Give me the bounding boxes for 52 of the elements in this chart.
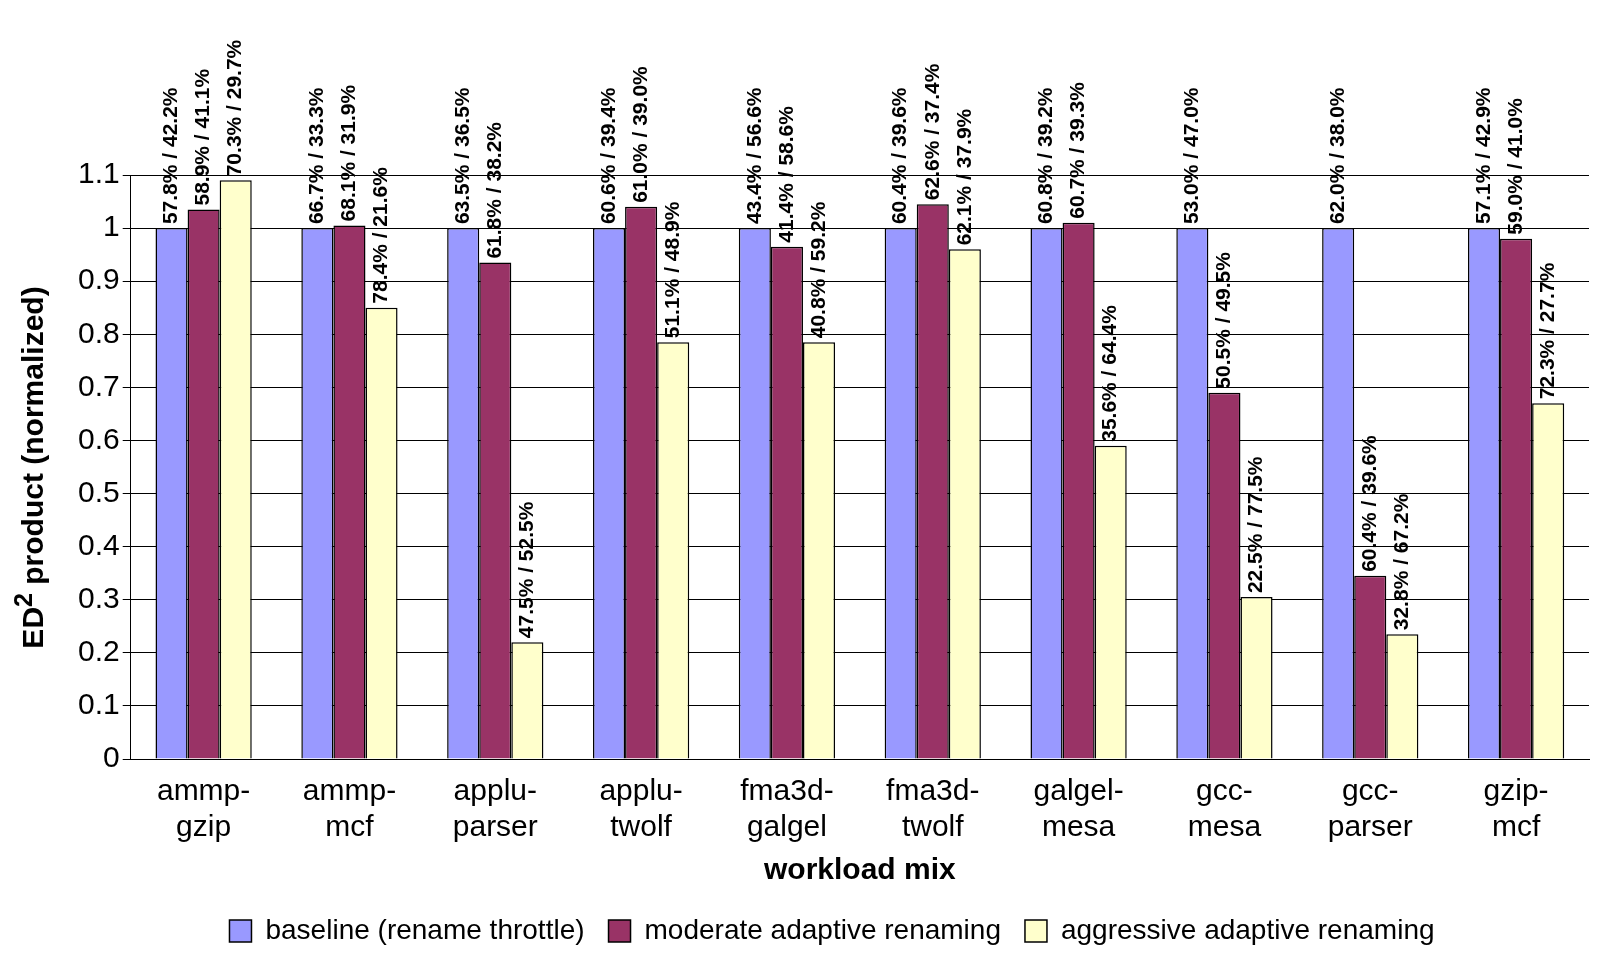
annotation: 53.0% / 47.0% [1179, 87, 1203, 225]
annotation: 78.4% / 21.6% [368, 166, 392, 304]
annotation: 59.0% / 41.0% [1502, 97, 1526, 235]
y-tick-label: 0.6 [77, 421, 120, 455]
x-tick-label: ammp-mcf [302, 773, 397, 843]
x-tick-label: fma3d-twolf [886, 773, 980, 843]
legend-label: baseline (rename throttle) [265, 913, 585, 945]
annotation: 50.5% / 49.5% [1211, 251, 1235, 389]
x-tick-label: gcc-mesa [1187, 773, 1262, 843]
annotation: 60.7% / 39.3% [1065, 81, 1089, 219]
y-tick-label: 1 [103, 209, 120, 243]
annotation: 61.8% / 38.2% [482, 121, 506, 259]
annotation: 40.8% / 59.2% [805, 201, 829, 339]
x-tick-label: ammp-gzip [156, 773, 251, 843]
annotation: 58.9% / 41.1% [190, 68, 214, 206]
y-tick-label: 0.2 [77, 634, 120, 668]
annotation: 72.3% / 27.7% [1534, 262, 1558, 400]
annotation: 60.6% / 39.4% [595, 87, 619, 225]
legend-label: aggressive adaptive renaming [1060, 913, 1435, 945]
annotation: 61.0% / 39.0% [627, 65, 651, 203]
annotation: 22.5% / 77.5% [1243, 456, 1267, 594]
annotation: 66.7% / 33.3% [304, 87, 328, 225]
annotation: 68.1% / 31.9% [336, 84, 360, 222]
x-tick-label: applu-parser [452, 773, 538, 843]
annotation: 47.5% / 52.5% [514, 501, 538, 639]
y-tick-label: 0.5 [77, 474, 120, 508]
y-tick-label: 0.3 [77, 580, 120, 614]
x-axis-title: workload mix [762, 852, 957, 886]
annotation: 62.0% / 38.0% [1324, 87, 1348, 225]
y-tick-label: 0.9 [77, 262, 120, 296]
annotation: 57.8% / 42.2% [158, 87, 182, 225]
y-tick-label: 0 [103, 740, 120, 774]
annotation: 35.6% / 64.4% [1097, 304, 1121, 442]
y-tick-label: 0.1 [77, 687, 120, 721]
annotation: 43.4% / 56.6% [741, 87, 765, 225]
annotation: 63.5% / 36.5% [449, 87, 473, 225]
annotation: 60.4% / 39.6% [1357, 434, 1381, 572]
legend-label: moderate adaptive renaming [644, 913, 1001, 945]
x-tick-label: gzip-mcf [1483, 773, 1549, 843]
y-tick-label: 0.8 [77, 315, 120, 349]
y-tick-label: 0.4 [77, 527, 120, 561]
x-tick-label: applu-twolf [599, 773, 683, 843]
y-tick-label: 1.1 [77, 156, 120, 190]
annotation: 62.6% / 37.4% [919, 63, 943, 201]
y-tick-label: 0.7 [77, 368, 120, 402]
annotation: 32.8% / 67.2% [1389, 493, 1413, 631]
annotation: 57.1% / 42.9% [1470, 87, 1494, 225]
annotation: 60.4% / 39.6% [887, 87, 911, 225]
annotation: 70.3% / 29.7% [222, 39, 246, 177]
x-tick-label: gcc-parser [1327, 773, 1413, 843]
annotation: 60.8% / 39.2% [1033, 87, 1057, 225]
x-tick-label: galgel-mesa [1033, 773, 1124, 843]
